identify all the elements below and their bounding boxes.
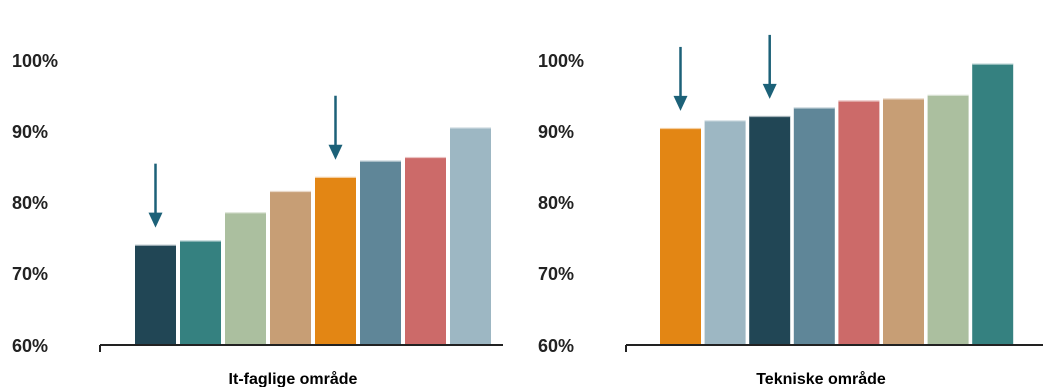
y-tick-label: 70% [12,264,48,284]
bar [405,156,446,344]
y-tick-label: 90% [12,122,48,142]
x-axis-title: Tekniske område [756,370,886,387]
bar [270,190,311,344]
y-tick-label: 100% [538,51,584,71]
bar [838,100,880,344]
bar [180,240,221,344]
y-tick-label: 70% [538,264,574,284]
y-tick-label: 80% [12,193,48,213]
bar [360,160,401,344]
y-tick-label: 60% [12,336,48,356]
x-axis-title: It-faglige område [229,370,358,387]
bar [450,127,491,345]
bar [225,212,266,344]
y-tick-label: 80% [538,193,574,213]
bar [927,94,969,344]
chart-tekniske: 100% 90% 80% 70% 60% Tekniske område [538,34,1043,387]
y-tick-label: 90% [538,122,574,142]
bar [793,107,835,344]
y-tick-label: 100% [12,51,58,71]
bar [883,98,924,344]
bar [972,63,1014,344]
arrow-down-icon [673,95,688,111]
bar [135,244,176,344]
bar [704,120,746,344]
bar [315,176,356,344]
bar [749,115,791,344]
arrow-down-icon [328,144,343,160]
arrow-down-icon [148,212,163,228]
bar [660,127,701,344]
chart-it-faglige: 100% 90% 80% 70% 60% It-faglige område [12,51,503,387]
arrow-down-icon [762,83,777,99]
y-tick-label: 60% [538,336,574,356]
